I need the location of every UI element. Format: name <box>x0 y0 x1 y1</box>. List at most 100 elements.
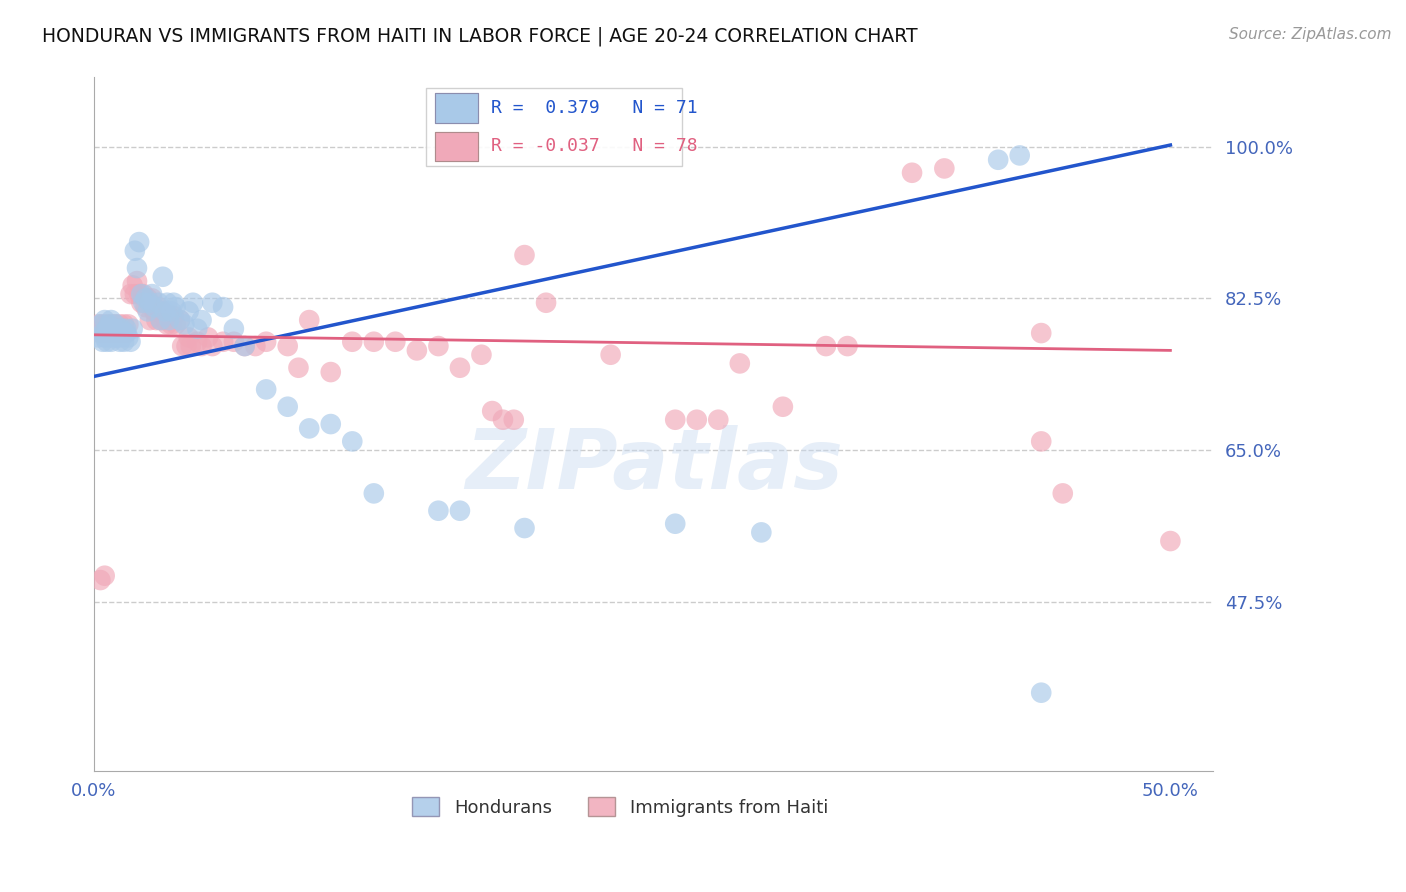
Point <box>89 573 111 587</box>
Point <box>112 318 135 332</box>
Point <box>108 318 131 332</box>
Point <box>104 330 127 344</box>
Point <box>156 318 179 332</box>
Point <box>686 413 709 427</box>
Point <box>177 330 200 344</box>
Point <box>139 313 162 327</box>
Point <box>814 339 837 353</box>
Point <box>149 313 172 327</box>
Point <box>91 334 114 349</box>
Point <box>254 334 277 349</box>
Point <box>427 339 450 353</box>
Point <box>319 365 342 379</box>
Point <box>129 287 152 301</box>
Point <box>342 434 364 449</box>
Point <box>135 292 157 306</box>
Point <box>190 313 212 327</box>
Point <box>152 304 174 318</box>
Point <box>287 360 309 375</box>
Point <box>89 318 111 332</box>
Point <box>108 322 131 336</box>
Point <box>107 326 129 340</box>
Point <box>100 313 122 327</box>
Point <box>132 287 155 301</box>
Point <box>124 244 146 258</box>
Point <box>190 339 212 353</box>
Point <box>201 295 224 310</box>
Point <box>513 521 536 535</box>
Point <box>104 318 127 332</box>
Point <box>139 295 162 310</box>
Point <box>502 413 524 427</box>
Point <box>160 304 183 318</box>
Legend: Hondurans, Immigrants from Haiti: Hondurans, Immigrants from Haiti <box>405 790 835 824</box>
Point <box>172 339 194 353</box>
Point <box>136 292 159 306</box>
Point <box>165 318 187 332</box>
Point <box>664 413 686 427</box>
Point <box>107 326 129 340</box>
Point <box>87 318 110 332</box>
Point <box>177 304 200 318</box>
Point <box>707 413 730 427</box>
Point <box>100 334 122 349</box>
Point <box>492 413 515 427</box>
Point <box>112 326 135 340</box>
Point <box>169 313 191 327</box>
Point <box>149 313 172 327</box>
Point <box>233 339 256 353</box>
Point <box>93 313 115 327</box>
Point <box>934 161 956 176</box>
Point <box>233 339 256 353</box>
Point <box>111 322 134 336</box>
Point <box>1159 534 1181 549</box>
Point <box>93 326 115 340</box>
Point <box>100 318 122 332</box>
Point <box>342 334 364 349</box>
Point <box>222 334 245 349</box>
Point <box>153 313 176 327</box>
FancyBboxPatch shape <box>436 131 478 161</box>
Point <box>128 235 150 249</box>
Point <box>96 334 118 349</box>
Point <box>1031 326 1053 340</box>
Point <box>254 383 277 397</box>
Point <box>136 304 159 318</box>
Point <box>534 295 557 310</box>
Point <box>186 334 208 349</box>
Point <box>384 334 406 349</box>
Point <box>132 295 155 310</box>
Text: HONDURAN VS IMMIGRANTS FROM HAITI IN LABOR FORCE | AGE 20-24 CORRELATION CHART: HONDURAN VS IMMIGRANTS FROM HAITI IN LAB… <box>42 27 918 46</box>
Point <box>87 330 110 344</box>
Point <box>120 334 142 349</box>
Point <box>125 274 148 288</box>
Point <box>277 400 299 414</box>
Point <box>152 269 174 284</box>
Point <box>749 525 772 540</box>
Point <box>98 318 121 332</box>
Point <box>117 330 139 344</box>
Point <box>162 309 184 323</box>
Point <box>772 400 794 414</box>
Point <box>1031 434 1053 449</box>
Point <box>173 318 195 332</box>
Point <box>212 300 235 314</box>
Point <box>664 516 686 531</box>
Point <box>103 322 125 336</box>
Text: Source: ZipAtlas.com: Source: ZipAtlas.com <box>1229 27 1392 42</box>
Point <box>363 334 385 349</box>
Text: R = -0.037   N = 78: R = -0.037 N = 78 <box>491 137 697 155</box>
Point <box>153 304 176 318</box>
Point <box>212 334 235 349</box>
Point <box>104 318 127 332</box>
Point <box>298 421 321 435</box>
Point <box>143 304 166 318</box>
Point <box>135 300 157 314</box>
Point <box>197 330 219 344</box>
Point <box>143 300 166 314</box>
Point <box>121 322 143 336</box>
Point <box>98 330 121 344</box>
Point <box>141 287 163 301</box>
Point <box>449 360 471 375</box>
Point <box>599 348 621 362</box>
